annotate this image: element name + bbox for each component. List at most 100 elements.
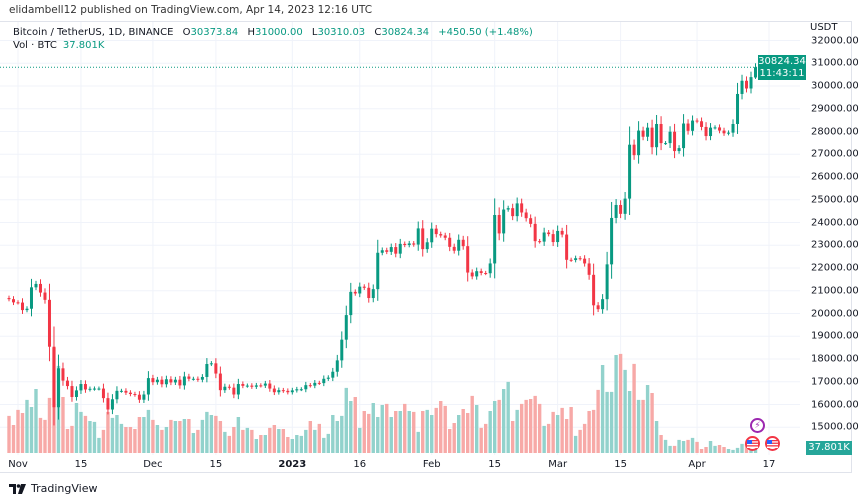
- volume-bar: [214, 415, 218, 453]
- candle-body: [470, 272, 474, 277]
- candle-body: [299, 389, 303, 391]
- volume-bar: [110, 417, 115, 453]
- close-value: 30824.34: [381, 27, 430, 38]
- volume-bar: [245, 427, 250, 453]
- candle-body: [47, 299, 51, 347]
- volume-bar: [61, 397, 65, 453]
- candle-body: [106, 398, 110, 410]
- volume-bar: [196, 429, 200, 453]
- brand-name: TradingView: [31, 482, 98, 495]
- volume-bar: [686, 439, 690, 453]
- candle-body: [565, 234, 569, 260]
- time-tick: Feb: [422, 459, 441, 470]
- volume-bar: [241, 429, 245, 453]
- candle-body: [142, 394, 146, 400]
- candle-body: [151, 378, 155, 383]
- volume-bar: [340, 415, 344, 453]
- volume-bar: [650, 393, 654, 453]
- candle-body: [479, 271, 483, 274]
- volume-legend[interactable]: Vol · BTC 37.801K: [13, 40, 104, 51]
- time-tick: Mar: [548, 459, 568, 470]
- candle-body: [632, 144, 636, 156]
- volume-bar: [106, 411, 110, 453]
- candle-body: [223, 386, 227, 391]
- candle-body: [88, 388, 92, 390]
- candle-body: [461, 239, 465, 247]
- price-tick: 17000.00: [811, 376, 859, 388]
- candle-body: [65, 380, 69, 387]
- lightning-icon[interactable]: ⚡: [750, 418, 765, 433]
- candle-body: [385, 250, 389, 252]
- candle-body: [475, 271, 479, 277]
- volume-bar: [389, 417, 393, 453]
- us-flag-icon[interactable]: [745, 436, 760, 451]
- volume-bar: [690, 437, 695, 453]
- volume-bar: [97, 437, 101, 453]
- volume-bar: [506, 381, 510, 453]
- candle-body: [614, 204, 618, 218]
- volume-bar: [38, 417, 43, 453]
- candle-body: [488, 263, 492, 274]
- candle-body: [727, 132, 731, 134]
- price-tick: 27000.00: [811, 148, 859, 160]
- price-tick: 24000.00: [811, 217, 859, 228]
- price-tick: 32000.00: [811, 35, 859, 46]
- time-tick: 17: [762, 459, 776, 470]
- volume-bar: [236, 417, 241, 453]
- volume-bar: [164, 427, 169, 453]
- volume-bar: [591, 409, 596, 453]
- candle-body: [542, 232, 546, 242]
- candle-body: [497, 214, 501, 234]
- volume-bar: [74, 403, 79, 453]
- volume-bar: [416, 431, 420, 453]
- volume-bar: [659, 435, 663, 453]
- close-label: C: [374, 27, 382, 38]
- volume-bar: [654, 421, 659, 453]
- volume-bar: [632, 363, 636, 453]
- volume-bar: [7, 415, 11, 453]
- candle-body: [740, 80, 744, 94]
- volume-bar: [394, 411, 398, 453]
- us-flag-icon[interactable]: [765, 436, 780, 451]
- candle-body: [12, 299, 16, 303]
- high-label: H: [247, 27, 255, 38]
- volume-bar: [722, 447, 726, 453]
- symbol-legend[interactable]: Bitcoin / TetherUS, 1D, BINANCE O30373.8…: [13, 27, 533, 38]
- volume-bar: [29, 407, 34, 453]
- candle-body: [119, 390, 123, 392]
- volume-bar: [362, 411, 366, 453]
- price-tick: 18000.00: [811, 353, 859, 365]
- price-tick: 23000.00: [811, 239, 859, 251]
- price-tick: 31000.00: [811, 57, 859, 69]
- low-label: L: [311, 27, 318, 38]
- volume-bar: [115, 415, 119, 453]
- candle-body: [155, 379, 159, 383]
- candle-body: [659, 123, 663, 144]
- candle-body: [502, 209, 506, 234]
- volume-bar: [403, 403, 407, 453]
- candle-body: [583, 258, 587, 264]
- candle-body: [295, 389, 299, 391]
- candle-body: [515, 203, 519, 217]
- volume-bar: [479, 427, 483, 453]
- volume-bar: [461, 409, 465, 453]
- candle-body: [268, 383, 272, 389]
- candle-body: [146, 378, 150, 395]
- candle-body: [326, 377, 330, 379]
- volume-bar: [43, 419, 47, 453]
- volume-bar: [200, 419, 205, 453]
- time-tick: 15: [74, 459, 88, 470]
- candle-body: [691, 120, 695, 131]
- candle-body: [448, 237, 452, 247]
- volume-bar: [573, 435, 578, 453]
- candle-body: [434, 228, 438, 235]
- candle-body: [241, 384, 245, 386]
- candle-body: [169, 379, 173, 383]
- tradingview-logo[interactable]: TradingView: [9, 482, 97, 495]
- volume-bar: [295, 435, 299, 453]
- volume-bar: [83, 415, 88, 453]
- candle-body: [20, 302, 24, 311]
- candle-body: [335, 360, 339, 372]
- volume-bar: [331, 415, 335, 453]
